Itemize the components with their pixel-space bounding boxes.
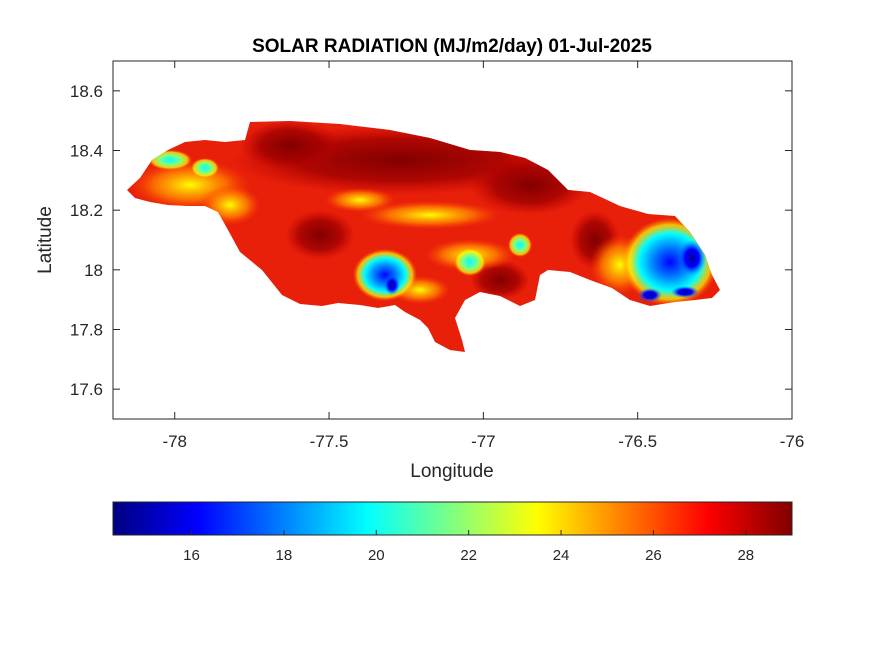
x-tick-label: -78 <box>162 432 187 451</box>
y-tick-label: 18.4 <box>70 142 103 161</box>
colorbar <box>112 501 793 536</box>
x-tick-label: -76 <box>780 432 805 451</box>
field-deepblue-south-central <box>384 275 400 295</box>
field-cyan-central2 <box>508 233 532 257</box>
y-tick-label: 18 <box>84 261 103 280</box>
field-yellow-mid <box>325 188 395 212</box>
y-axis-label: Latitude <box>35 206 56 274</box>
colorbar-ticks: 16 18 20 22 24 26 28 <box>183 530 754 564</box>
field-blue-south-central <box>353 249 417 301</box>
colorbar-tick-label: 26 <box>645 547 662 564</box>
field-dark-central <box>285 210 355 260</box>
colorbar-tick-label: 28 <box>737 547 754 564</box>
field-deepblue-east <box>678 240 706 276</box>
colorbar-tick-label: 24 <box>553 547 570 564</box>
x-tick-label: -77 <box>471 432 496 451</box>
field-yellow-central <box>360 201 500 229</box>
colorbar-tick-label: 16 <box>183 547 200 564</box>
field-blue-east <box>622 218 718 306</box>
x-axis-label: Longitude <box>410 461 493 482</box>
x-tick-label: -76.5 <box>618 432 657 451</box>
field-blue-east3 <box>638 288 662 302</box>
y-tick-label: 17.6 <box>70 380 103 399</box>
colorbar-tick-label: 22 <box>460 547 477 564</box>
x-tick-label: -77.5 <box>310 432 349 451</box>
y-tick-label: 18.2 <box>70 201 103 220</box>
chart-title: SOLAR RADIATION (MJ/m2/day) 01-Jul-2025 <box>252 36 652 57</box>
field-cyan-west2 <box>191 158 219 178</box>
field-deepblue-east2 <box>671 286 699 298</box>
colorbar-tick-label: 18 <box>276 547 293 564</box>
field-dark-west <box>240 121 340 170</box>
colorbar-tick-label: 20 <box>368 547 385 564</box>
field-cyan-central <box>454 248 486 276</box>
map-ticks: -78 -77.5 -77 -76.5 -76 17.6 17.8 18 18.2 18.4 18.… <box>70 61 804 451</box>
y-tick-label: 18.6 <box>70 82 103 101</box>
y-tick-label: 17.8 <box>70 321 103 340</box>
